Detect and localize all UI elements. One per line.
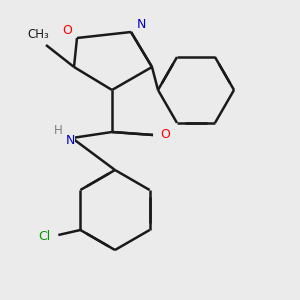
Text: N: N	[65, 134, 75, 146]
Text: O: O	[160, 128, 170, 142]
Text: Cl: Cl	[38, 230, 50, 244]
Text: N: N	[136, 17, 146, 31]
Text: O: O	[62, 23, 72, 37]
Text: H: H	[54, 124, 62, 136]
Text: CH₃: CH₃	[27, 28, 49, 41]
